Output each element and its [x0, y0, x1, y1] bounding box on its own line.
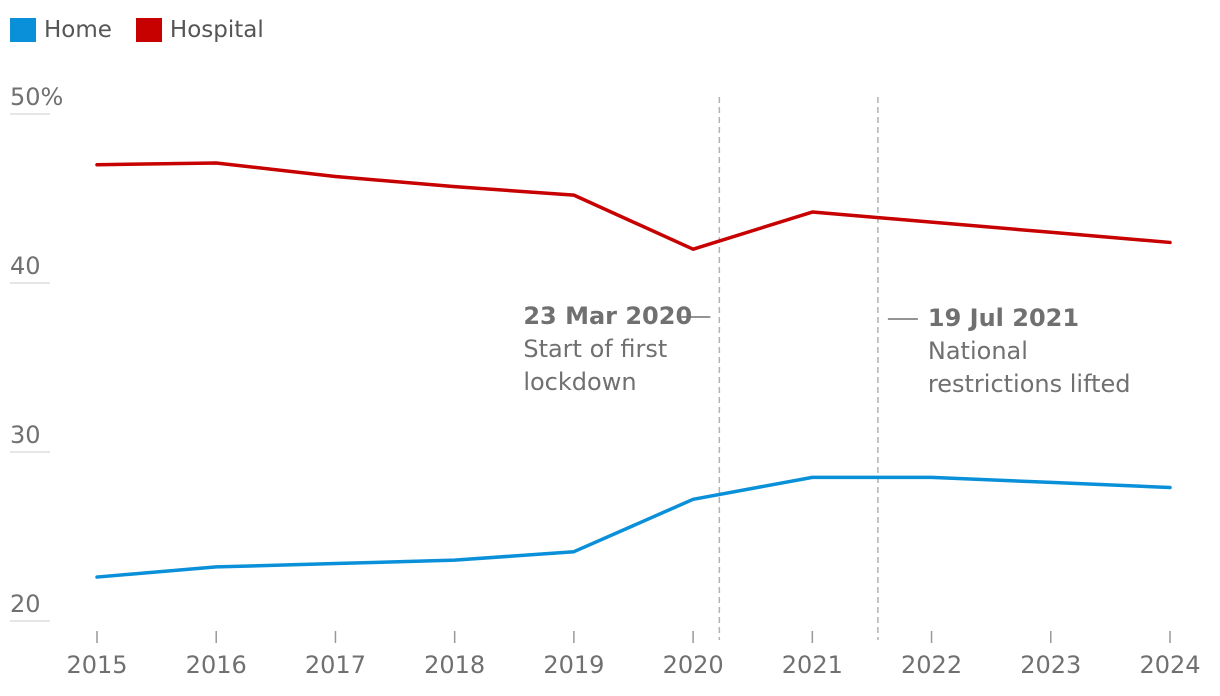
legend-label-home: Home	[44, 17, 112, 43]
x-tick-label: 2016	[186, 651, 247, 679]
annotation-text: National	[928, 337, 1028, 365]
y-tick-label: 20	[10, 590, 41, 618]
annotation-date: 19 Jul 2021	[928, 304, 1079, 332]
x-tick-label: 2017	[305, 651, 366, 679]
x-tick-label: 2020	[663, 651, 724, 679]
legend-swatch-hospital	[135, 18, 162, 42]
x-tick-label: 2022	[901, 651, 962, 679]
legend-item-home: Home	[10, 17, 112, 43]
legend: Home Hospital	[10, 14, 288, 46]
y-tick-label: 50%	[10, 83, 63, 111]
x-tick-label: 2019	[543, 651, 604, 679]
series-line-hospital	[95, 161, 1172, 251]
legend-item-hospital: Hospital	[135, 17, 264, 43]
annotation-date: 23 Mar 2020	[523, 302, 692, 330]
x-tick-label: 2024	[1139, 651, 1200, 679]
annotation-text: Start of first	[523, 335, 667, 363]
x-tick-label: 2021	[782, 651, 843, 679]
x-tick-label: 2015	[66, 651, 127, 679]
y-tick-label: 40	[10, 252, 41, 280]
y-tick-label: 30	[10, 421, 41, 449]
annotation-text: restrictions lifted	[928, 370, 1131, 398]
x-tick-label: 2023	[1020, 651, 1081, 679]
x-tick-label: 2018	[424, 651, 485, 679]
series-line-home	[95, 475, 1172, 579]
legend-label-hospital: Hospital	[169, 17, 264, 43]
legend-swatch-home	[10, 18, 36, 42]
annotation-text: lockdown	[523, 368, 636, 396]
